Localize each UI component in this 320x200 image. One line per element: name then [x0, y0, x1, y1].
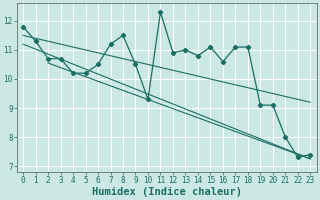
- X-axis label: Humidex (Indice chaleur): Humidex (Indice chaleur): [92, 186, 242, 197]
